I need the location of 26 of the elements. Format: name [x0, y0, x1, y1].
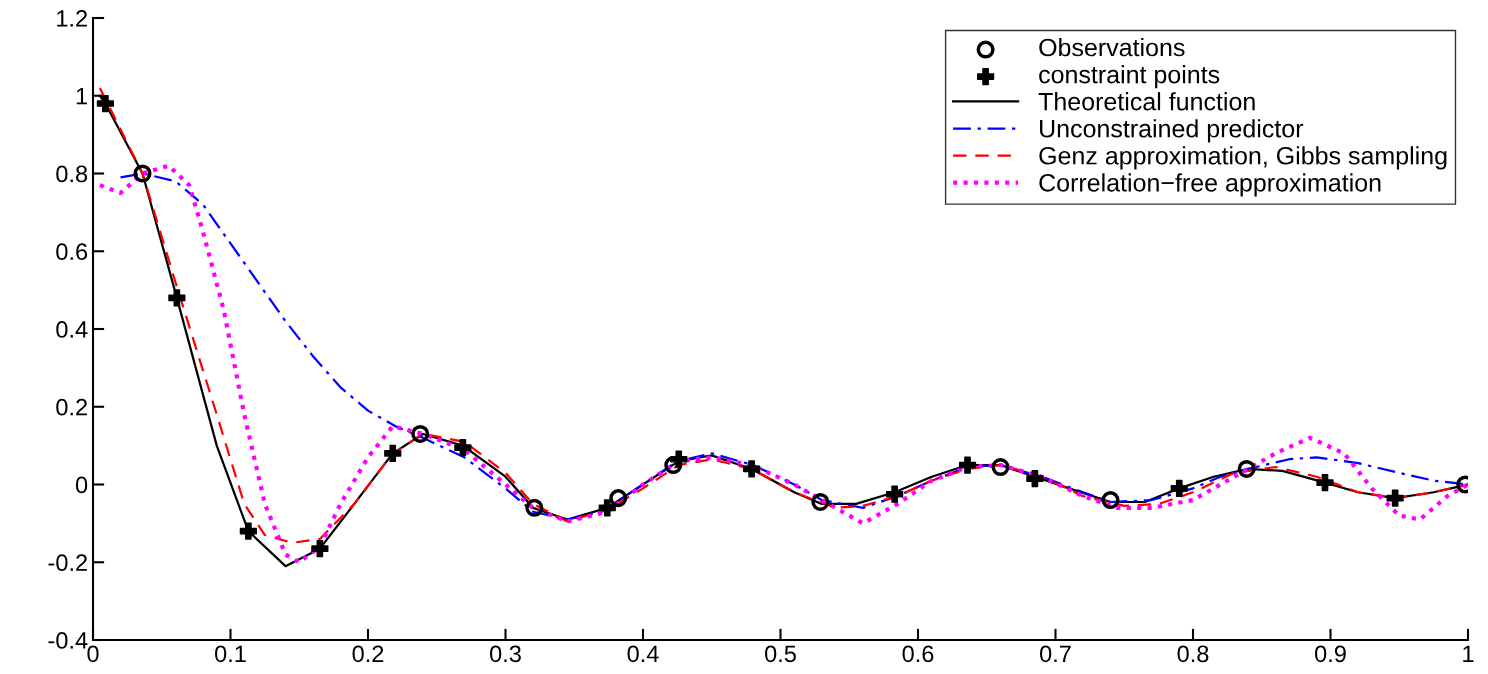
x-tick-label: 0.2 — [352, 645, 384, 663]
y-tick-label: 1 — [76, 88, 87, 105]
x-tick-label: 0 — [87, 645, 99, 663]
legend-label: constraint points — [1039, 65, 1220, 89]
y-tick-label: -0.4 — [48, 632, 88, 649]
y-tick-label: 0.4 — [56, 321, 88, 338]
y-tick-label: 0 — [75, 476, 88, 494]
y-tick-label: 1.2 — [57, 10, 87, 27]
x-tick-label: 0.3 — [490, 645, 521, 663]
x-tick-label: 1 — [1463, 645, 1474, 662]
legend-label: Theoretical function — [1038, 92, 1255, 111]
y-tick-label: 0.6 — [56, 243, 88, 261]
x-tick-label: 0.9 — [1315, 645, 1346, 663]
x-tick-label: 0.5 — [765, 645, 796, 663]
x-tick-label: 0.8 — [1177, 645, 1209, 663]
y-tick-label: -0.2 — [48, 554, 87, 572]
legend-label: Correlation−free approximation — [1039, 173, 1381, 197]
legend-label: Genz approximation, Gibbs sampling — [1039, 146, 1447, 170]
x-tick-label: 0.6 — [902, 645, 934, 663]
y-tick-label: 0.2 — [56, 398, 87, 416]
y-tick-label: 0.8 — [56, 165, 88, 183]
x-tick-label: 0.1 — [215, 645, 246, 663]
x-tick-label: 0.7 — [1040, 645, 1071, 663]
x-tick-label: 0.4 — [627, 645, 659, 663]
legend-label: Observations — [1039, 38, 1185, 57]
legend-label: Unconstrained predictor — [1040, 119, 1304, 143]
